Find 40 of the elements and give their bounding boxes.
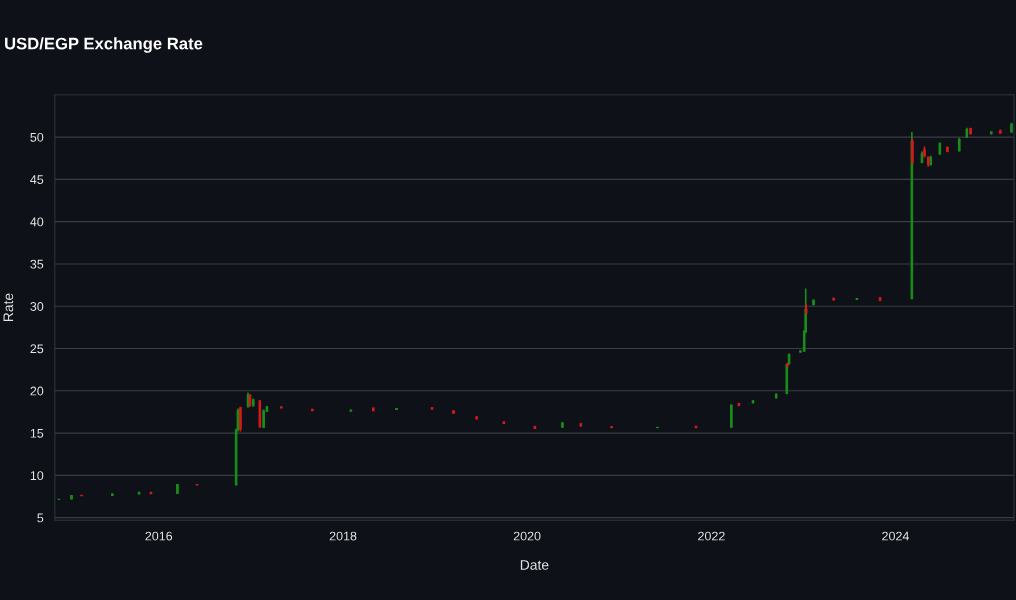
candlestick [923,145,926,159]
x-tick-label: 2024 [882,531,910,541]
x-tick-label: 2016 [145,531,173,541]
y-tick-label: 10 [30,471,44,481]
y-tick-label: 50 [30,132,44,142]
candlestick [1010,121,1013,134]
y-tick-label: 40 [30,217,44,227]
candlestick [70,494,73,501]
candlestick [475,415,478,421]
y-tick-label: 30 [30,302,44,311]
candlestick [832,296,836,302]
candlestick [395,407,398,411]
candlestick [785,362,789,368]
candlestick [176,483,179,495]
candlestick [969,126,972,136]
candlestick [111,492,114,497]
chart-title: USD/EGP Exchange Rate [5,37,203,53]
candlestick [262,408,265,429]
candlestick [371,406,375,412]
y-axis-title: Rate [3,293,14,322]
y-tick-label: 15 [30,429,44,438]
candlestick [946,145,949,154]
candlestick [80,494,83,497]
y-tick-label: 35 [30,259,44,269]
candlestick [561,421,564,429]
x-tick-label: 2018 [329,531,357,541]
x-tick-label: 2022 [698,531,725,541]
x-axis-title: Date [520,560,549,570]
y-tick-label: 20 [30,386,44,396]
candlestick [610,425,613,429]
candlestick [452,409,455,415]
candlestick [999,128,1002,135]
y-tick-label: 45 [30,175,44,185]
x-tick-label: 2020 [513,531,541,541]
candlestick [911,137,914,165]
candlestick [656,426,659,429]
candlestick [730,403,733,429]
y-tick-label: 25 [30,344,44,354]
candlestick [812,298,815,307]
y-tick-label: 5 [37,513,44,523]
